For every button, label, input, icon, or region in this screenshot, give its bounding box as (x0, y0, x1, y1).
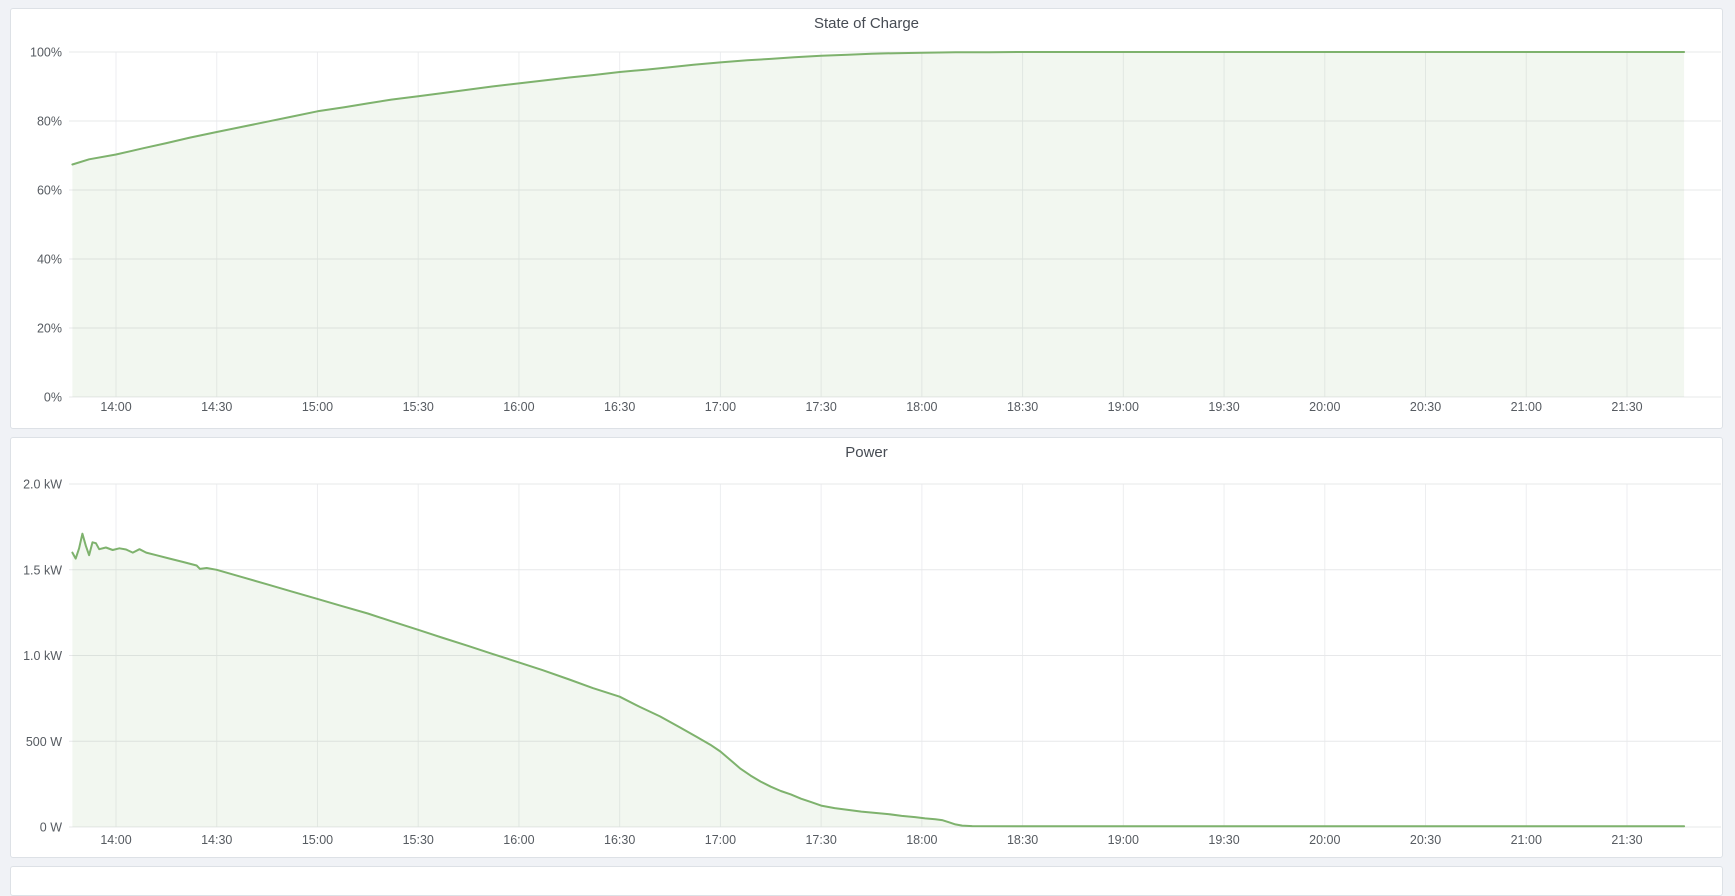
x-axis-tick-label: 17:30 (805, 400, 836, 414)
y-axis-tick-label: 500 W (26, 735, 62, 749)
x-axis-tick-label: 15:00 (302, 400, 333, 414)
x-axis-tick-label: 14:30 (201, 833, 232, 847)
x-axis-tick-label: 14:00 (100, 833, 131, 847)
series-area-fill (72, 52, 1685, 397)
power-panel: Power 0 W 500 W 1.0 kW 1.5 kW 2.0 kW 14:00 14:… (10, 437, 1723, 858)
x-axis-tick-label: 21:00 (1511, 833, 1542, 847)
dashboard-page: { "page": { "background_color": "#f0f2f6… (10, 8, 1723, 896)
x-axis-tick-label: 20:00 (1309, 400, 1340, 414)
y-axis-tick-label: 0 W (40, 821, 62, 835)
y-axis-tick-label: 60% (37, 184, 62, 198)
x-axis-tick-label: 18:00 (906, 833, 937, 847)
x-axis-tick-label: 21:30 (1611, 400, 1642, 414)
series-line (71, 51, 1686, 166)
x-axis-tick-label: 17:00 (705, 833, 736, 847)
x-axis-tick-label: 19:00 (1108, 400, 1139, 414)
x-axis-tick-label: 21:00 (1511, 400, 1542, 414)
x-axis-tick-label: 15:00 (302, 833, 333, 847)
state-of-charge-panel-title[interactable]: State of Charge (813, 15, 920, 32)
state-of-charge-panel: State of Charge 0% 20% 40% 60% 80% 100% 14:00 1… (10, 8, 1723, 429)
y-axis-tick-label: 2.0 kW (23, 478, 62, 492)
x-axis-tick-label: 17:30 (805, 833, 836, 847)
x-axis-tick-label: 16:00 (503, 400, 534, 414)
x-axis-tick-label: 20:30 (1410, 833, 1441, 847)
x-axis-tick-label: 15:30 (403, 833, 434, 847)
x-axis-tick-label: 20:00 (1309, 833, 1340, 847)
next-panel-peek (10, 866, 1723, 896)
y-axis-tick-label: 0% (44, 391, 62, 405)
x-axis-tick-label: 19:30 (1208, 400, 1239, 414)
y-axis-tick-label: 20% (37, 322, 62, 336)
y-axis-tick-label: 80% (37, 115, 62, 129)
y-axis-tick-label: 1.5 kW (23, 563, 62, 577)
y-axis-tick-label: 40% (37, 253, 62, 267)
series-area-fill (72, 533, 1685, 827)
x-axis-tick-label: 20:30 (1410, 400, 1441, 414)
x-axis-tick-label: 18:00 (906, 400, 937, 414)
x-axis-tick-label: 14:00 (100, 400, 131, 414)
x-axis-tick-label: 18:30 (1007, 400, 1038, 414)
x-axis-tick-label: 19:00 (1108, 833, 1139, 847)
x-axis-tick-label: 16:30 (604, 833, 635, 847)
y-axis-tick-label: 100% (30, 46, 62, 60)
x-axis-tick-label: 18:30 (1007, 833, 1038, 847)
x-axis-tick-label: 14:30 (201, 400, 232, 414)
series-line (71, 532, 1686, 828)
x-axis-tick-label: 15:30 (403, 400, 434, 414)
power-chart-canvas[interactable]: 0 W 500 W 1.0 kW 1.5 kW 2.0 kW 14:00 14:30 15:0… (11, 438, 1722, 857)
y-axis-tick-label: 1.0 kW (23, 649, 62, 663)
state-of-charge-chart-canvas[interactable]: 0% 20% 40% 60% 80% 100% 14:00 14:30 15:00 15:30 16… (11, 9, 1722, 428)
x-axis-tick-label: 16:30 (604, 400, 635, 414)
power-panel-title[interactable]: Power (845, 444, 888, 461)
x-axis-tick-label: 17:00 (705, 400, 736, 414)
x-axis-tick-label: 19:30 (1208, 833, 1239, 847)
x-axis-tick-label: 21:30 (1611, 833, 1642, 847)
x-axis-tick-label: 16:00 (503, 833, 534, 847)
